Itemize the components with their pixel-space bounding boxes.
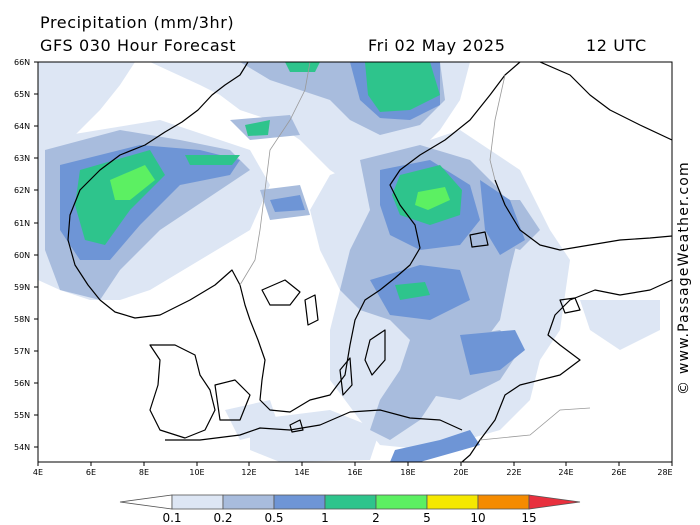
lon-label: 8E [139,468,149,477]
sweden-coast [249,62,521,413]
lat-label: 63N [14,154,30,163]
borders [239,62,591,441]
legend-label: 5 [423,511,431,525]
lon-label: 12E [241,468,256,477]
legend-label: 0.5 [264,511,283,525]
lon-label: 28E [657,468,672,477]
lat-label: 55N [14,411,30,420]
forecast-date: Fri 02 May 2025 [368,36,506,55]
legend-swatch-1 [171,494,224,510]
lon-label: 10E [189,468,204,477]
forecast-model-label: GFS 030 Hour Forecast [40,36,237,55]
legend-swatch-2 [222,494,275,510]
forecast-time: 12 UTC [586,36,647,55]
legend-label: 15 [521,511,536,525]
lon-label: 20E [453,468,468,477]
legend-label: 2 [372,511,380,525]
lat-label: 59N [14,283,30,292]
legend-swatch-7 [477,494,530,510]
lat-label: 64N [14,122,30,131]
lat-label: 54N [14,443,30,452]
lat-label: 56N [14,379,30,388]
gotland [364,329,386,376]
coastlines [67,62,672,462]
lake-vattern [304,294,319,326]
lon-label: 16E [347,468,362,477]
legend-label: 0.2 [213,511,232,525]
denmark-coast [149,344,251,439]
lon-label: 4E [33,468,43,477]
saaremaa [559,297,581,314]
axis-ticks [34,61,673,466]
lon-label: 6E [86,468,96,477]
lat-label: 66N [14,58,30,67]
lon-label: 22E [506,468,521,477]
longitude-labels: 4E 6E 8E 10E 12E 14E 16E 18E 20E 22E 24E… [33,468,673,477]
lat-label: 62N [14,186,30,195]
lat-label: 61N [14,219,30,228]
legend-swatch-4 [324,494,377,510]
legend-label: 10 [470,511,485,525]
precip-very-heavy [110,165,450,210]
baltic-states-coast [461,279,672,462]
lon-label: 14E [294,468,309,477]
aland [469,231,489,248]
legend-swatch-0 [119,494,173,510]
norway-coast [67,62,251,321]
legend-label: 1 [321,511,329,525]
latitude-labels: 66N 65N 64N 63N 62N 61N 60N 59N 58N 57N … [14,58,30,452]
germany-poland-coast [165,409,463,441]
oland [339,357,353,396]
legend-swatch-3 [273,494,326,510]
legend-swatch-8 [528,494,581,510]
precip-field [38,62,660,462]
lon-label: 26E [611,468,626,477]
lon-label: 24E [558,468,573,477]
map-title: Precipitation (mm/3hr) [40,13,235,32]
lat-label: 60N [14,251,30,260]
legend-swatch-5 [375,494,428,510]
bornholm [289,419,304,433]
lake-vanern [261,279,301,306]
lat-label: 65N [14,90,30,99]
lon-label: 18E [400,468,415,477]
color-legend: 0.1 0.2 0.5 1 2 5 10 15 [119,494,581,525]
lat-label: 58N [14,315,30,324]
finland-coast [494,62,672,251]
lat-label: 57N [14,347,30,356]
legend-label: 0.1 [162,511,181,525]
legend-swatch-6 [426,494,479,510]
